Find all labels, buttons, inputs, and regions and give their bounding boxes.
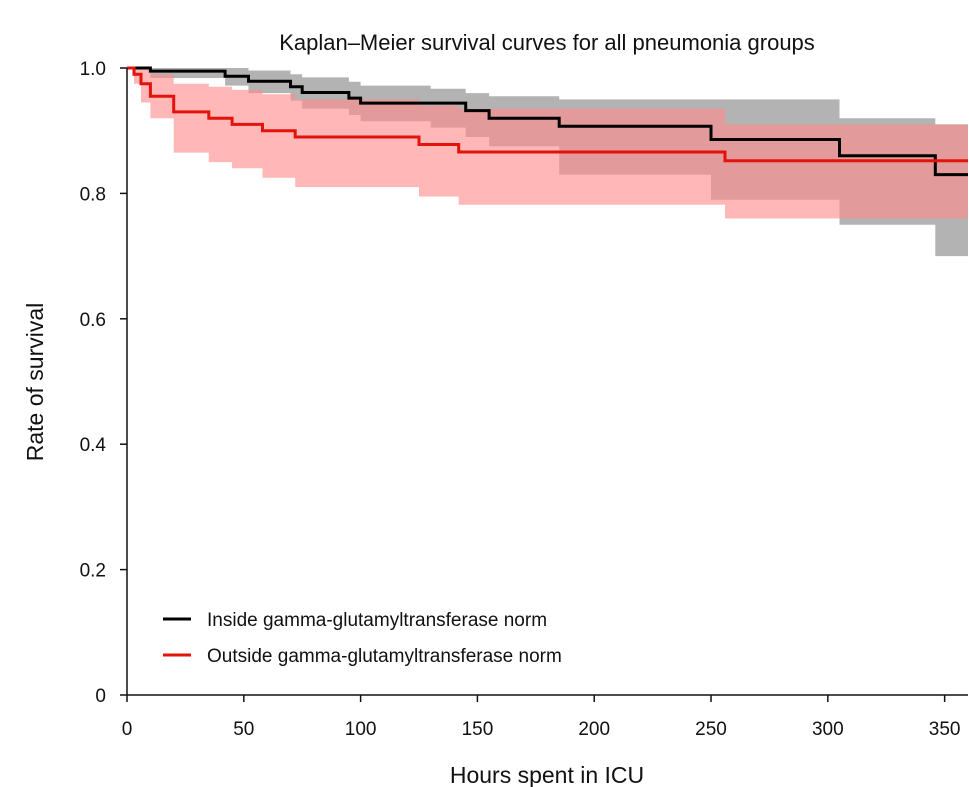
x-tick-label: 200 — [578, 719, 610, 740]
confidence-bands — [127, 68, 968, 257]
legend-label: Outside gamma-glutamyltransferase norm — [207, 646, 562, 667]
chart-title: Kaplan–Meier survival curves for all pne… — [279, 30, 815, 55]
x-tick-label: 250 — [695, 719, 727, 740]
x-tick-label: 150 — [462, 719, 494, 740]
x-axis-label: Hours spent in ICU — [450, 762, 644, 787]
y-tick-label: 0 — [95, 686, 106, 707]
x-tick-label: 100 — [345, 719, 377, 740]
y-tick-label: 0.4 — [80, 435, 107, 456]
legend: Inside gamma-glutamyltransferase norm Out… — [163, 610, 562, 667]
survival-curves — [127, 66, 968, 177]
x-tick-label: 300 — [812, 719, 844, 740]
confidence-band-inside-norm — [127, 68, 968, 257]
x-tick-label: 0 — [122, 719, 133, 740]
y-axis-label: Rate of survival — [22, 303, 48, 462]
y-tick-label: 0.2 — [80, 561, 106, 582]
survival-line-inside-norm — [127, 66, 968, 177]
y-tick-label: 1.0 — [80, 59, 106, 80]
y-tick-label: 0.6 — [80, 310, 106, 331]
survival-line-outside-norm — [127, 66, 968, 163]
axes: 0 50 100 150 200 250 300 350 0 0.2 0.4 0.6 0.8 1.0 — [80, 59, 968, 740]
x-tick-label: 50 — [233, 719, 254, 740]
y-tick-label: 0.8 — [80, 184, 106, 205]
legend-label: Inside gamma-glutamyltransferase norm — [207, 610, 547, 631]
confidence-band-outside-norm — [127, 68, 968, 219]
x-tick-label: 350 — [929, 719, 961, 740]
